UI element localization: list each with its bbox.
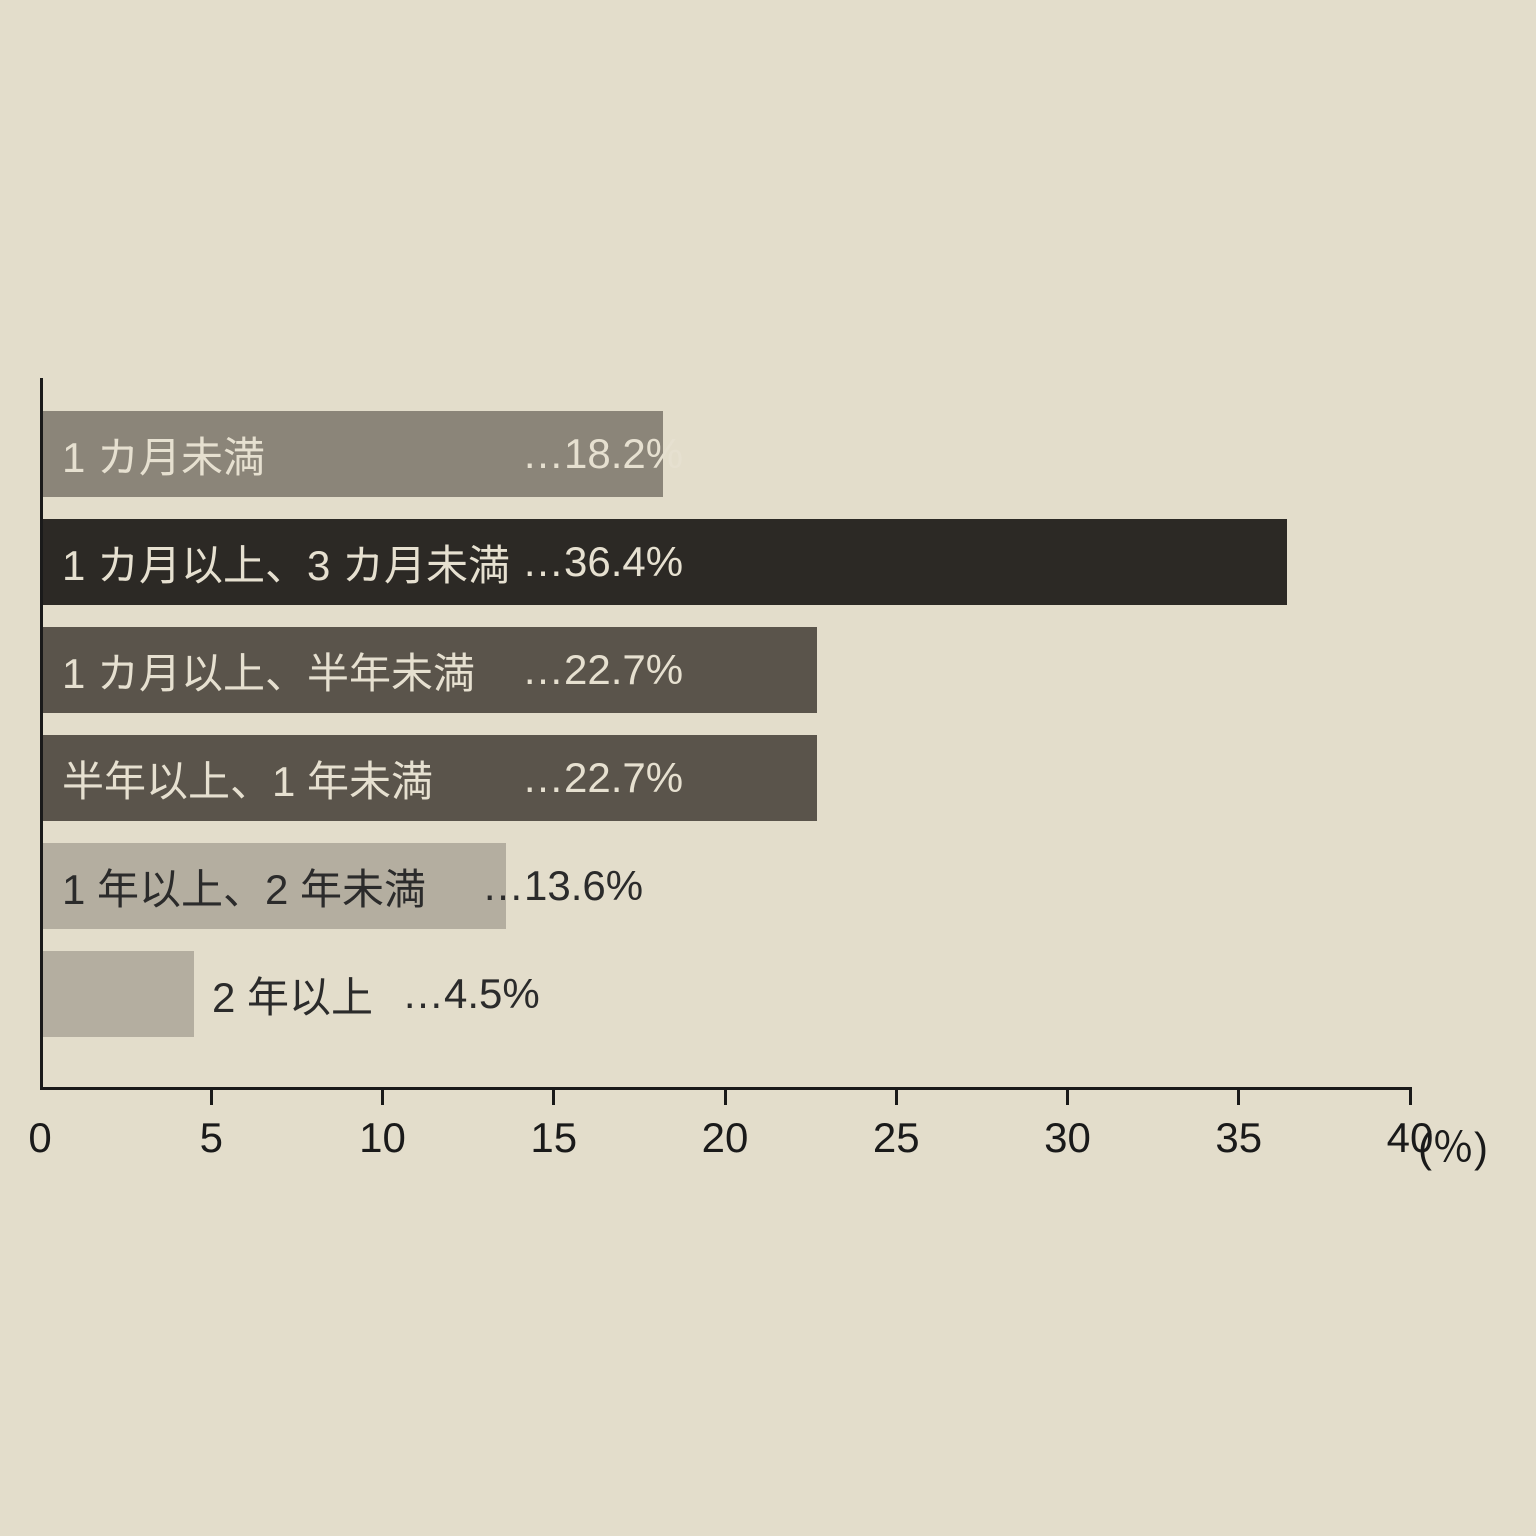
bar-ellipsis: … bbox=[522, 430, 564, 478]
plot-area: 0510152025303540(％)1 カ月未満…18.2%1 カ月以上、3 … bbox=[40, 378, 1410, 1090]
x-tick-label: 35 bbox=[1215, 1114, 1262, 1162]
x-tick bbox=[210, 1087, 213, 1105]
bar-value: 13.6% bbox=[524, 862, 643, 910]
bar-category: 2 年以上 bbox=[212, 964, 402, 1025]
chart-canvas: 0510152025303540(％)1 カ月未満…18.2%1 カ月以上、3 … bbox=[0, 0, 1536, 1536]
x-tick bbox=[724, 1087, 727, 1105]
bar-label: 1 年以上、2 年未満…13.6% bbox=[62, 843, 643, 929]
bar-value: 22.7% bbox=[564, 754, 683, 802]
bar-category: 1 カ月未満 bbox=[62, 424, 522, 485]
x-tick-label: 5 bbox=[200, 1114, 223, 1162]
bar-label: 2 年以上…4.5% bbox=[212, 951, 540, 1037]
bar-ellipsis: … bbox=[482, 862, 524, 910]
x-tick-label: 0 bbox=[28, 1114, 51, 1162]
bar-value: 36.4% bbox=[564, 538, 683, 586]
x-tick-label: 15 bbox=[530, 1114, 577, 1162]
x-tick bbox=[1409, 1087, 1412, 1105]
bar-value: 4.5% bbox=[444, 970, 540, 1018]
x-tick-label: 30 bbox=[1044, 1114, 1091, 1162]
bar-category: 1 年以上、2 年未満 bbox=[62, 856, 482, 917]
x-tick bbox=[552, 1087, 555, 1105]
bar bbox=[43, 951, 194, 1037]
bar-category: 半年以上、1 年未満 bbox=[62, 748, 522, 809]
bar-ellipsis: … bbox=[522, 754, 564, 802]
x-tick-label: 25 bbox=[873, 1114, 920, 1162]
x-tick bbox=[895, 1087, 898, 1105]
bar-label: 1 カ月以上、半年未満…22.7% bbox=[62, 627, 683, 713]
bar-ellipsis: … bbox=[522, 538, 564, 586]
x-tick-label: 20 bbox=[702, 1114, 749, 1162]
bar-value: 18.2% bbox=[564, 430, 683, 478]
x-tick bbox=[1237, 1087, 1240, 1105]
x-tick bbox=[381, 1087, 384, 1105]
bar-category: 1 カ月以上、3 カ月未満 bbox=[62, 532, 522, 593]
x-tick-label: 10 bbox=[359, 1114, 406, 1162]
bar-label: 1 カ月以上、3 カ月未満…36.4% bbox=[62, 519, 683, 605]
x-tick bbox=[1066, 1087, 1069, 1105]
bar-value: 22.7% bbox=[564, 646, 683, 694]
bar-label: 1 カ月未満…18.2% bbox=[62, 411, 683, 497]
bar-label: 半年以上、1 年未満…22.7% bbox=[62, 735, 683, 821]
x-axis-unit: (％) bbox=[1418, 1114, 1488, 1175]
bar-ellipsis: … bbox=[522, 646, 564, 694]
bar-ellipsis: … bbox=[402, 970, 444, 1018]
bar-category: 1 カ月以上、半年未満 bbox=[62, 640, 522, 701]
